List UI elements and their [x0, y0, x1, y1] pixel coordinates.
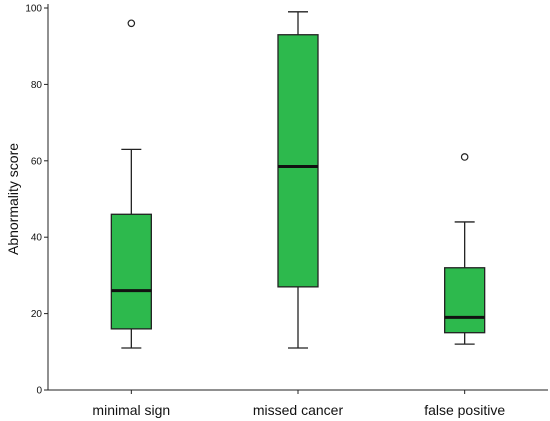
box-group: [444, 153, 486, 345]
x-axis-ticks: minimal sign missed cancer false positive: [92, 390, 505, 418]
y-tick-label: 0: [36, 386, 42, 397]
outlier-point: [127, 19, 136, 28]
x-tick-label: minimal sign: [92, 402, 170, 418]
box-group: [277, 11, 319, 349]
y-axis-title: Abnormality score: [5, 143, 21, 255]
box-series: [110, 11, 486, 349]
box-iqr: [110, 213, 152, 330]
box-iqr: [444, 267, 486, 334]
y-axis-ticks: 0 20 40 60 80 100: [25, 4, 48, 397]
y-tick-label: 60: [31, 156, 43, 167]
x-tick-label: missed cancer: [253, 402, 344, 418]
x-tick-label: false positive: [424, 402, 505, 418]
y-tick-label: 40: [31, 233, 43, 244]
box-group: [110, 19, 152, 349]
y-tick-label: 100: [25, 4, 42, 15]
y-tick-label: 80: [31, 80, 43, 91]
box-iqr: [277, 34, 319, 288]
outlier-point: [460, 153, 469, 161]
y-tick-label: 20: [31, 309, 43, 320]
